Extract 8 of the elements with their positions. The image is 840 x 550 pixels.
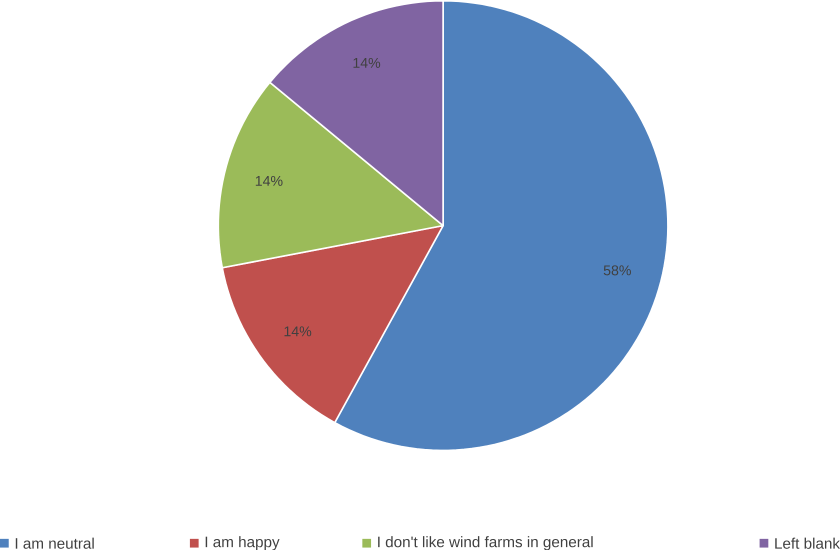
data-label: 58% [604,265,631,276]
legend-label: I am neutral [16,537,94,549]
legend-label: I am happy [206,536,280,550]
data-label: 14% [284,326,312,336]
data-label: 14% [353,58,380,68]
data-label: 14% [256,176,283,186]
legend-label: I don't like wind farms in general [378,536,593,550]
legend-label: Left blank [775,537,840,549]
